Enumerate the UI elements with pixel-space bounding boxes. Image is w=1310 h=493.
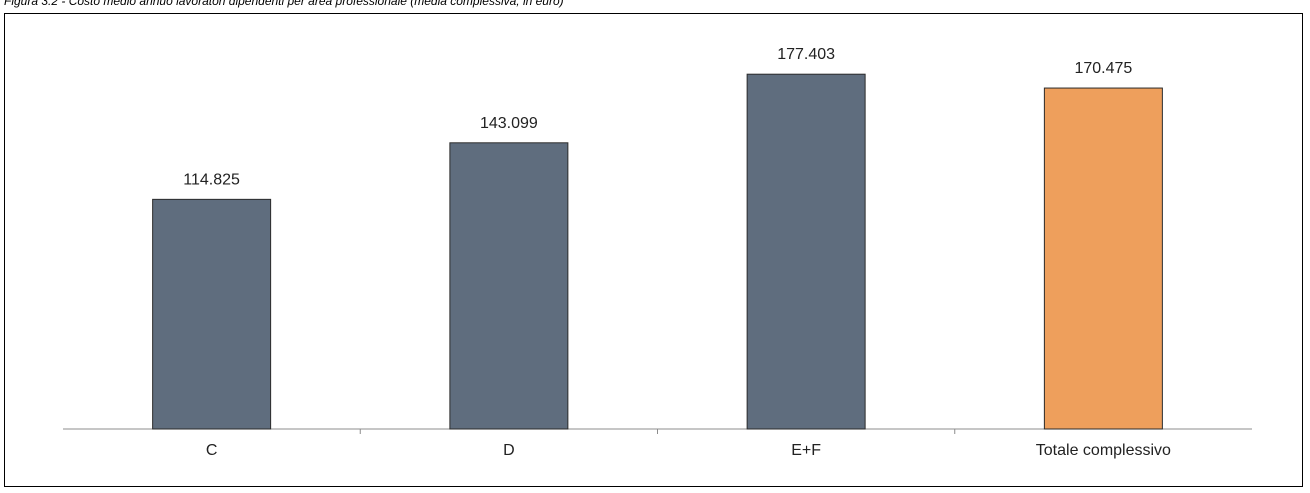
data-label: 170.475 [1074,60,1132,77]
x-tick-label: Totale complessivo [1036,442,1171,459]
data-label: 114.825 [183,171,240,188]
x-tick-label: D [503,442,515,459]
data-label: 177.403 [777,46,835,63]
bar-3 [1043,87,1163,430]
chart-frame [4,13,1303,487]
figure-caption: Figura 3.2 - Costo medio annuo lavorator… [4,0,564,8]
bar-1 [449,142,569,430]
x-tick-label: E+F [791,442,821,459]
bar-0 [152,198,272,430]
x-tick-label: C [206,442,218,459]
data-label: 143.099 [480,115,538,132]
bar-2 [746,73,866,430]
